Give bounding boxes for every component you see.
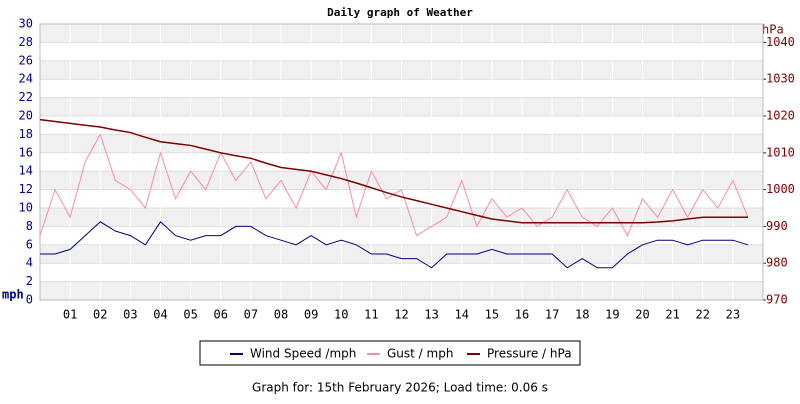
x-tick-label: 14 [455,308,469,322]
y-tick-label: 10 [19,201,33,215]
x-tick-label: 19 [605,308,619,322]
x-tick-label: 18 [575,308,589,322]
y2-tick-label: 1020 [766,109,795,123]
legend-label: Wind Speed /mph [250,347,356,361]
x-tick-label: 06 [214,308,228,322]
y2-tick-label: 990 [766,219,788,233]
x-tick-label: 05 [183,308,197,322]
x-tick-label: 03 [123,308,137,322]
x-tick-label: 10 [334,308,348,322]
y2-tick-label: 970 [766,293,788,307]
y-tick-label: 2 [26,274,33,288]
y-tick-label: 26 [19,53,33,67]
legend-box [199,340,581,366]
legend-label: Pressure / hPa [487,347,572,361]
footer: Graph for: 15th February 2026; Load time… [252,381,548,395]
plot-frame [39,23,764,301]
x-tick-label: 12 [394,308,408,322]
x-tick-label: 07 [244,308,258,322]
y-tick-label: 0 [26,293,33,307]
y-tick-label: 18 [19,127,33,141]
x-tick-label: 11 [364,308,378,322]
y-tick-label: 28 [19,35,33,49]
y-tick-label: 20 [19,109,33,123]
y2-tick-label: 1030 [766,72,795,86]
x-tick-label: 01 [63,308,77,322]
y-tick-label: 6 [26,237,33,251]
series-line [40,221,749,269]
x-tick-label: 04 [153,308,167,322]
y-tick-label: 22 [19,90,33,104]
y2-tick-label: 980 [766,256,788,270]
x-tick-label: 16 [515,308,529,322]
y2-axis-label: hPa [762,23,784,37]
x-tick-label: 08 [274,308,288,322]
x-tick-label: 17 [545,308,559,322]
x-tick-label: 21 [665,308,679,322]
x-tick-label: 22 [696,308,710,322]
y2-tick-label: 1000 [766,182,795,196]
y-tick-label: 30 [19,17,33,31]
x-tick-label: 09 [304,308,318,322]
series-line [39,118,748,224]
y-tick-label: 14 [19,164,33,178]
legend-label: Gust / mph [387,347,453,361]
y-tick-label: 24 [19,72,33,86]
y-tick-label: 8 [26,219,33,233]
x-tick-label: 15 [485,308,499,322]
y-axis-label: mph [2,288,24,302]
x-tick-label: 13 [424,308,438,322]
x-tick-label: 02 [93,308,107,322]
x-tick-label: 23 [726,308,740,322]
chart-title: Daily graph of Weather [327,6,473,19]
y-tick-label: 12 [19,182,33,196]
y-tick-label: 16 [19,145,33,159]
y2-tick-label: 1040 [766,35,795,49]
x-tick-label: 20 [635,308,649,322]
y2-tick-label: 1010 [766,145,795,159]
y-tick-label: 4 [26,256,33,270]
